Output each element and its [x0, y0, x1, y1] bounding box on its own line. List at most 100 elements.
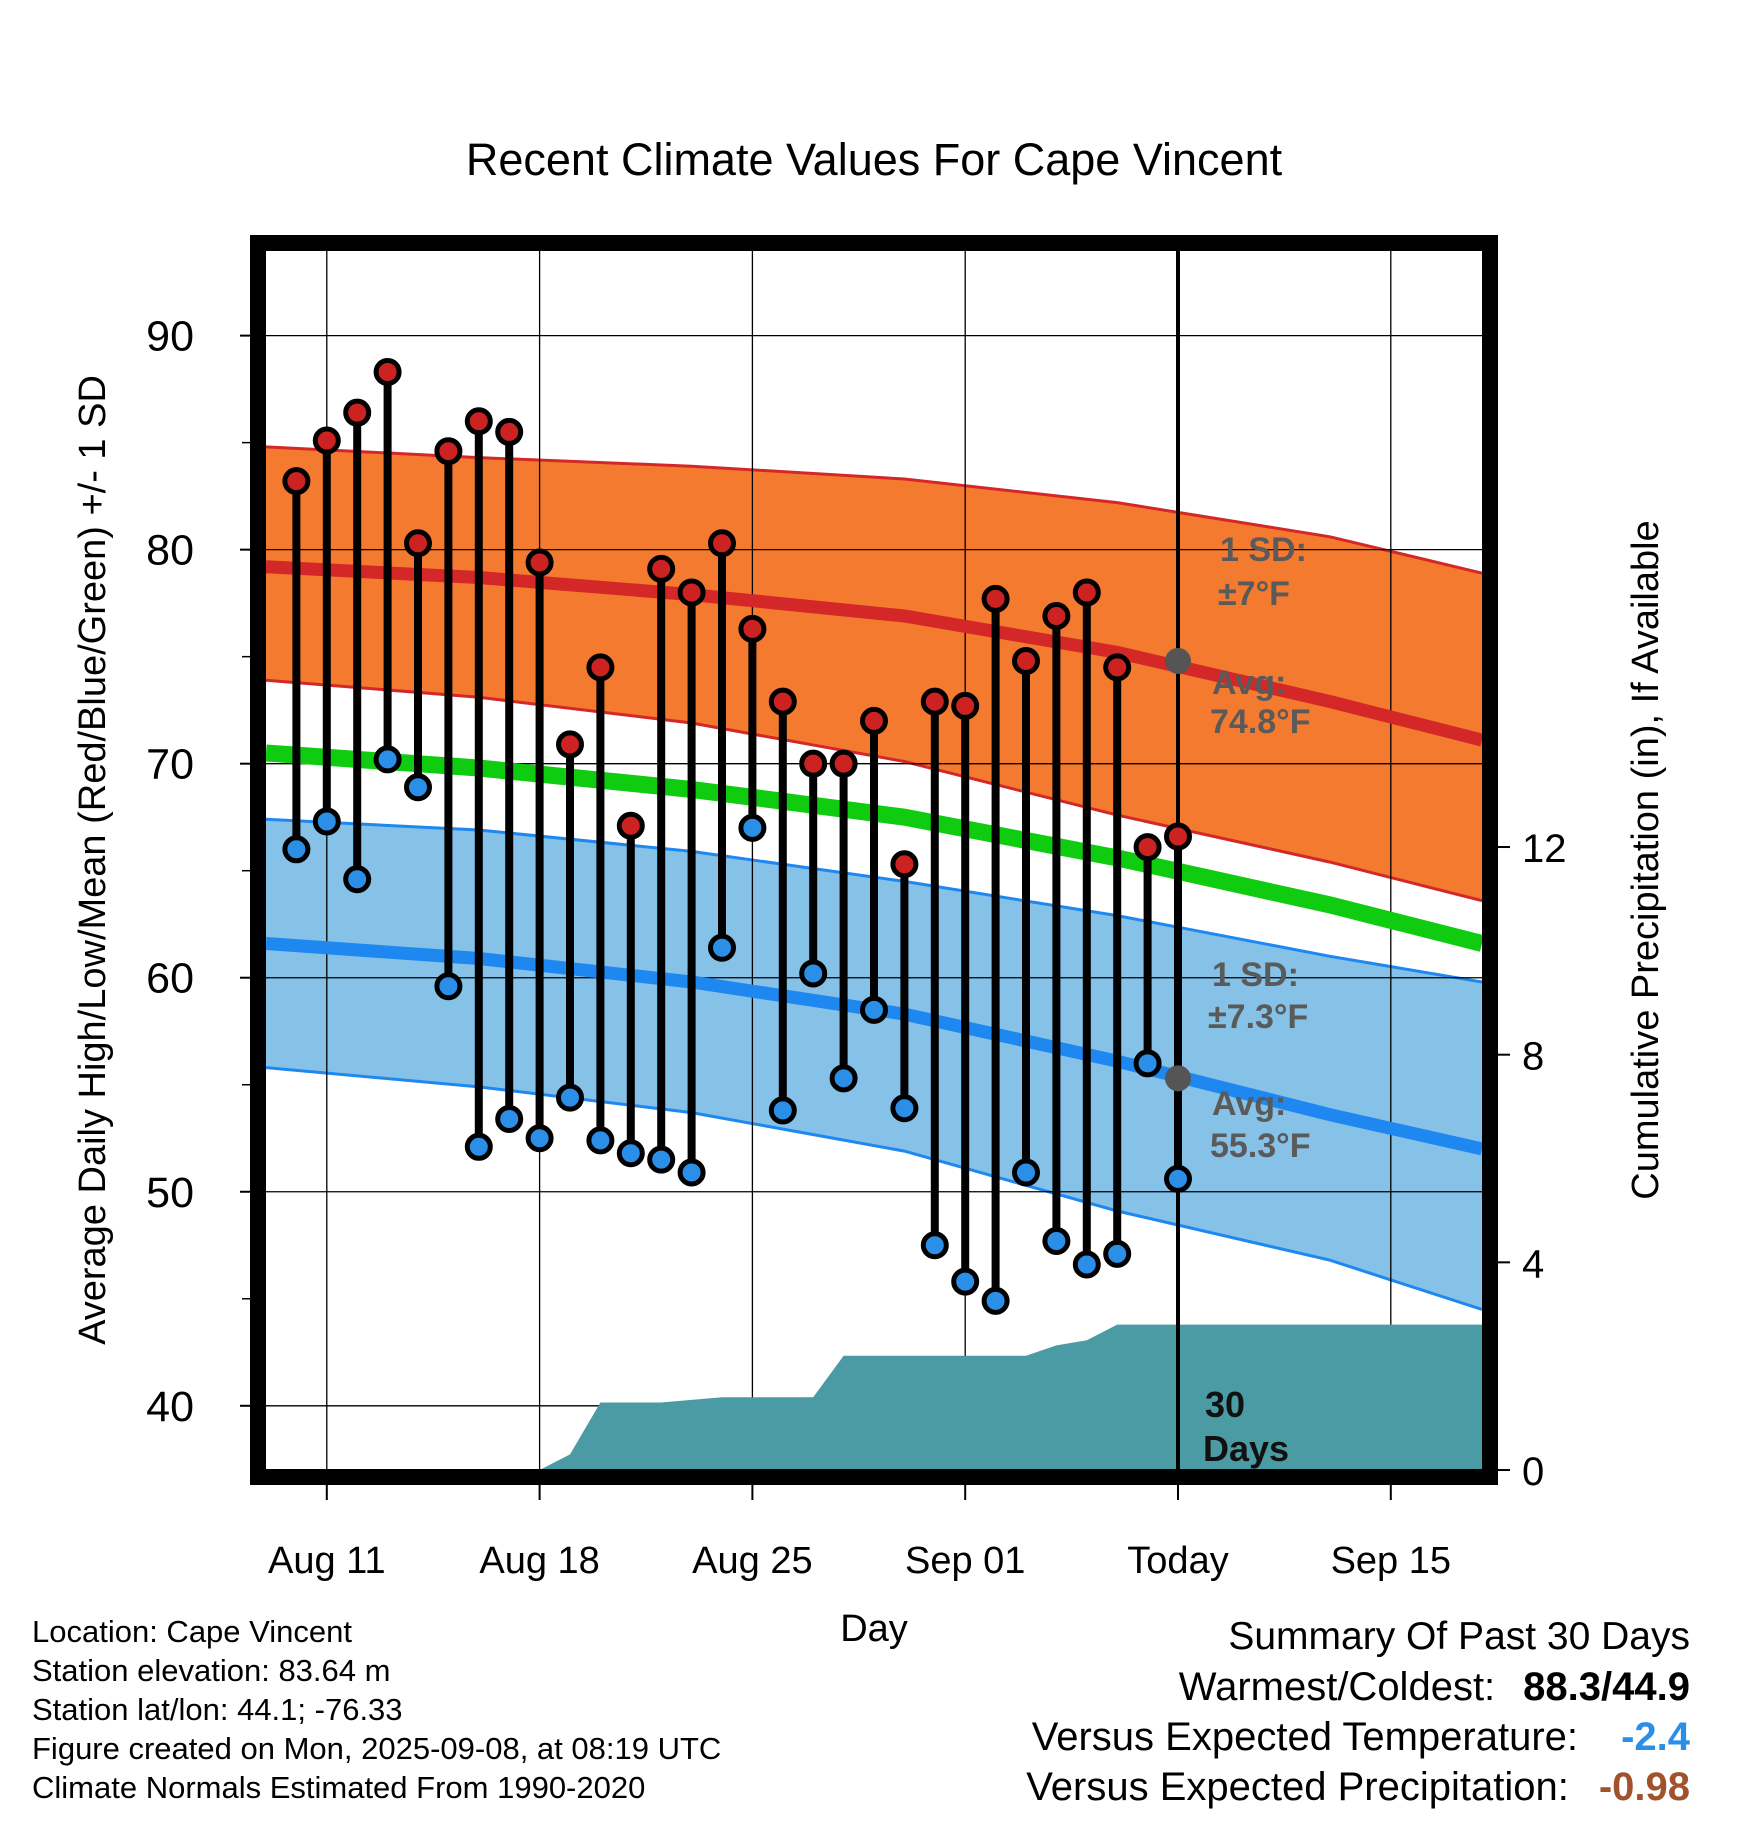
daily-high-point [556, 730, 584, 759]
daily-low-point [616, 1139, 645, 1168]
y2-axis-label: Cumulative Precipitation (in), If Availa… [1625, 520, 1667, 1199]
daily-high-point [404, 529, 432, 558]
y2-tick-label: 4 [1522, 1242, 1544, 1286]
x-tick-label: Aug 18 [479, 1540, 599, 1582]
daily-high-point [829, 749, 858, 778]
daily-high-point [1072, 578, 1101, 607]
station-info: Location: Cape Vincent Station elevation… [32, 1612, 721, 1807]
daily-low-point [1072, 1250, 1101, 1279]
daily-low-point [829, 1064, 858, 1093]
info-normals: Climate Normals Estimated From 1990-2020 [32, 1770, 646, 1805]
daily-high-point [768, 687, 797, 716]
daily-high-point [373, 358, 402, 386]
temp-anomaly-value: -2.4 [1621, 1715, 1690, 1759]
low-avg-value: 55.3°F [1210, 1127, 1311, 1165]
daily-low-point [1012, 1158, 1040, 1187]
daily-low-point [404, 773, 432, 802]
daily-high-point [1012, 646, 1040, 675]
precip-label-unit: Days [1203, 1428, 1289, 1469]
high-avg-value: 74.8°F [1210, 703, 1311, 741]
daily-high-point [1133, 833, 1162, 862]
y-tick-label: 80 [146, 527, 194, 575]
daily-low-point [586, 1126, 615, 1155]
daily-low-point [981, 1286, 1010, 1315]
daily-low-point [708, 933, 736, 962]
daily-low-point [495, 1104, 524, 1133]
info-location: Location: Cape Vincent [32, 1614, 352, 1649]
y-tick-label: 60 [146, 955, 194, 1003]
daily-low-point [464, 1132, 493, 1161]
info-latlon: Station lat/lon: 44.1; -76.33 [32, 1692, 403, 1727]
warmest-coldest-label: Warmest/Coldest: [1178, 1665, 1496, 1709]
chart-title: Recent Climate Values For Cape Vincent [466, 134, 1283, 185]
info-created: Figure created on Mon, 2025-09-08, at 08… [32, 1731, 722, 1766]
daily-high-point [1042, 602, 1071, 630]
y2-tick-label: 0 [1522, 1450, 1544, 1494]
high-avg-marker [1165, 647, 1191, 674]
daily-low-point [282, 835, 311, 864]
daily-low-point [1103, 1239, 1132, 1268]
low-sd-value: ±7.3°F [1208, 998, 1308, 1036]
daily-low-point [738, 813, 767, 842]
daily-high-point [586, 653, 615, 682]
y-tick-label: 50 [146, 1169, 194, 1217]
daily-low-point [677, 1158, 706, 1187]
daily-low-point [799, 959, 828, 988]
x-tick-label: Aug 25 [692, 1540, 812, 1582]
high-sd-label: 1 SD: [1220, 531, 1307, 569]
daily-low-point [647, 1145, 676, 1174]
daily-high-point [312, 426, 341, 455]
daily-high-point [738, 614, 767, 643]
summary-title: Summary Of Past 30 Days [1228, 1615, 1690, 1658]
daily-low-point [768, 1096, 797, 1125]
y-tick-label: 70 [146, 741, 194, 789]
daily-low-point [525, 1124, 554, 1153]
daily-high-point [1164, 822, 1192, 851]
plot-frame [250, 235, 1498, 1485]
summary-precipitation: Versus Expected Precipitation: -0.98 [1026, 1762, 1690, 1812]
y2-tick-label: 12 [1522, 827, 1567, 871]
daily-high-point [860, 706, 888, 735]
daily-low-point [951, 1267, 980, 1296]
daily-low-point [343, 865, 372, 894]
y-tick-label: 90 [146, 313, 194, 361]
daily-high-point [981, 584, 1010, 613]
daily-low-point [556, 1083, 584, 1112]
daily-high-point [708, 529, 736, 558]
y-axis-label: Average Daily High/Low/Mean (Red/Blue/Gr… [72, 375, 114, 1345]
daily-high-point [920, 687, 949, 716]
daily-high-point [616, 811, 645, 840]
daily-low-point [373, 745, 402, 774]
daily-high-point [647, 554, 676, 583]
daily-high-point [434, 437, 463, 466]
x-tick-label: Sep 15 [1331, 1540, 1451, 1582]
daily-high-point [282, 467, 311, 496]
daily-low-point [1133, 1049, 1162, 1078]
summary-temperature: Versus Expected Temperature: -2.4 [1026, 1712, 1690, 1762]
precip-anomaly-value: -0.98 [1598, 1765, 1690, 1809]
y-tick-label: 40 [146, 1383, 194, 1431]
daily-high-point [890, 850, 919, 879]
x-tick-label: Aug 11 [268, 1540, 386, 1582]
x-axis-label: Day [840, 1608, 908, 1650]
daily-high-point [464, 407, 493, 436]
daily-high-point [495, 417, 524, 446]
daily-high-point [525, 548, 554, 577]
precip-area [509, 1324, 1482, 1470]
daily-low-point [434, 972, 463, 1001]
temp-anomaly-label: Versus Expected Temperature: [1031, 1715, 1578, 1759]
daily-low-point [312, 807, 341, 836]
y2-tick-label: 8 [1522, 1035, 1544, 1079]
x-tick-label: Today [1127, 1540, 1228, 1582]
daily-low-point [1164, 1164, 1192, 1193]
daily-low-point [890, 1094, 919, 1123]
daily-high-point [799, 749, 828, 778]
low-avg-marker [1165, 1065, 1191, 1092]
precip-anomaly-label: Versus Expected Precipitation: [1026, 1765, 1569, 1809]
daily-low-point [1042, 1226, 1071, 1255]
low-avg-label: Avg: [1212, 1085, 1286, 1123]
high-avg-label: Avg: [1212, 664, 1286, 702]
daily-low-point [860, 995, 888, 1024]
high-sd-value: ±7°F [1218, 575, 1290, 613]
